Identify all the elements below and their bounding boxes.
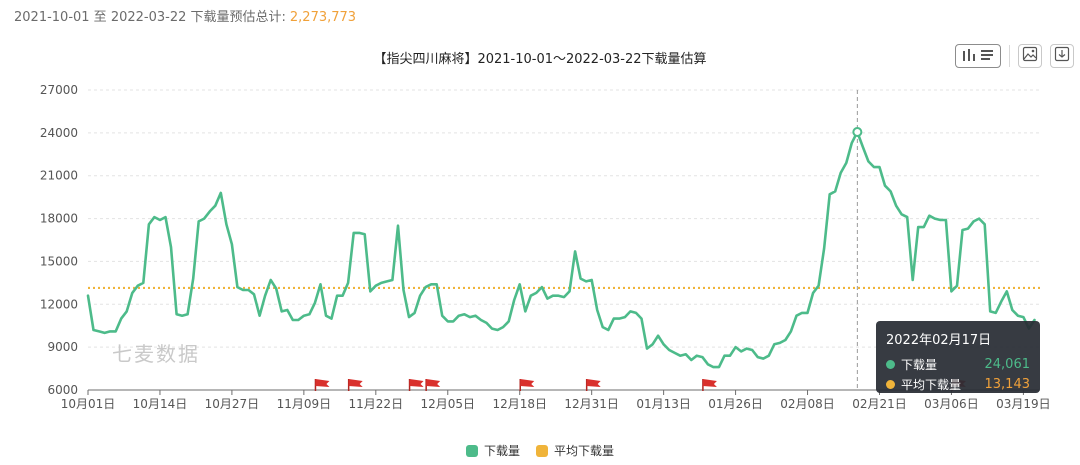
download-icon [1054, 46, 1070, 66]
bar-chart-icon[interactable] [962, 47, 976, 66]
x-tick-label: 12月18日 [492, 397, 547, 411]
legend-item-average[interactable]: 平均下载量 [536, 442, 614, 459]
y-tick-label: 12000 [40, 297, 78, 311]
x-tick-label: 02月08日 [780, 397, 835, 411]
tooltip-download-name: 下载量 [901, 357, 938, 372]
event-flag-icon[interactable] [702, 379, 717, 391]
tooltip-average-name: 平均下载量 [901, 377, 962, 392]
x-tick-label: 11月09日 [277, 397, 332, 411]
x-tick-label: 10月14日 [133, 397, 188, 411]
watermark-text: 七麦数据 [112, 342, 200, 366]
toolbar-divider [1009, 45, 1010, 67]
tooltip-row-download: 下载量 24,061 [886, 354, 1030, 374]
event-flag-icon[interactable] [347, 379, 363, 391]
y-tick-label: 24000 [40, 126, 78, 140]
x-tick-label: 02月21日 [852, 397, 907, 411]
x-tick-label: 12月31日 [564, 397, 619, 411]
download-summary: 2021-10-01 至 2022-03-22 下载量预估总计: 2,273,77… [14, 6, 356, 25]
y-tick-label: 27000 [40, 83, 78, 97]
chart-tooltip: 2022年02月17日 下载量 24,061 平均下载量 13,143 [876, 321, 1040, 393]
x-tick-label: 10月01日 [61, 397, 116, 411]
tooltip-row-average: 平均下载量 13,143 [886, 374, 1030, 394]
tooltip-download-value: 24,061 [984, 356, 1031, 372]
y-tick-label: 18000 [40, 212, 78, 226]
legend-swatch-download [465, 444, 478, 457]
list-icon[interactable] [980, 47, 994, 66]
tooltip-download-dot [886, 359, 895, 369]
y-tick-label: 15000 [40, 254, 78, 268]
x-tick-label: 11月22日 [349, 397, 404, 411]
x-tick-label: 01月13日 [636, 397, 691, 411]
highlight-point [852, 126, 863, 137]
event-flag-icon[interactable] [519, 379, 535, 391]
tooltip-date: 2022年02月17日 [886, 333, 992, 348]
save-image-button[interactable] [1018, 44, 1042, 68]
tooltip-average-dot [886, 379, 895, 389]
summary-range-text: 2021-10-01 至 2022-03-22 下载量预估总计: [14, 10, 286, 25]
summary-total: 2,273,773 [289, 10, 357, 25]
event-flag-icon[interactable] [425, 379, 441, 391]
x-tick-label: 12月05日 [420, 397, 475, 411]
chart-title: 【指尖四川麻将】2021-10-01～2022-03-22下载量估算 [373, 52, 707, 67]
x-tick-label: 03月06日 [924, 397, 979, 411]
tooltip-average-value: 13,143 [984, 376, 1031, 392]
series-line-download [86, 130, 1036, 369]
chart-toolbar [955, 44, 1074, 68]
legend-swatch-average [536, 444, 548, 457]
legend-label-average: 平均下载量 [554, 444, 615, 458]
event-flag-icon[interactable] [408, 379, 424, 391]
chart-legend: 下载量 平均下载量 [0, 442, 1080, 459]
legend-item-download[interactable]: 下载量 [465, 442, 520, 459]
image-icon [1022, 46, 1038, 66]
download-button[interactable] [1050, 44, 1074, 68]
event-flag-icon[interactable] [585, 379, 601, 391]
y-tick-label: 6000 [47, 383, 78, 397]
y-tick-label: 21000 [40, 169, 78, 183]
x-tick-label: 10月27日 [205, 397, 260, 411]
legend-label-download: 下载量 [483, 444, 520, 458]
chart-view-toggle[interactable] [955, 44, 1001, 68]
x-tick-label: 03月19日 [996, 397, 1051, 411]
x-tick-label: 01月26日 [708, 397, 763, 411]
y-tick-label: 9000 [47, 340, 78, 354]
event-flag-icon[interactable] [314, 379, 330, 391]
